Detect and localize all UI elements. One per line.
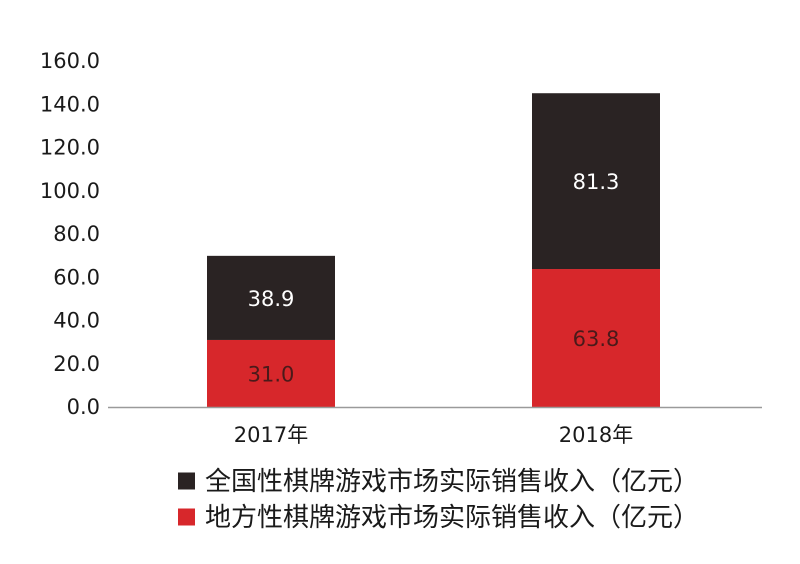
legend-swatch [178,472,195,490]
bar-segment [532,93,660,270]
y-tick-label: 140.0 [40,92,100,116]
x-category-label: 2017年 [234,423,308,447]
data-label: 31.0 [248,362,295,386]
data-label: 81.3 [573,170,620,194]
y-tick-label: 100.0 [40,179,100,203]
x-category-label: 2018年 [559,423,633,447]
legend-label: 地方性棋牌游戏市场实际销售收入（亿元） [205,503,699,533]
bar-segment [207,339,335,407]
bar-segment [532,269,660,407]
y-tick-label: 80.0 [53,222,100,246]
y-tick-label: 160.0 [40,49,100,73]
data-label: 38.9 [248,287,295,311]
legend-swatch [178,508,195,526]
y-tick-label: 20.0 [53,352,100,376]
bar-segment [207,255,335,340]
legend-label: 全国性棋牌游戏市场实际销售收入（亿元） [205,467,699,497]
y-tick-label: 40.0 [53,309,100,333]
data-label: 63.8 [573,327,620,351]
y-tick-label: 0.0 [67,395,100,419]
y-tick-label: 120.0 [40,136,100,160]
y-tick-label: 60.0 [53,265,100,289]
